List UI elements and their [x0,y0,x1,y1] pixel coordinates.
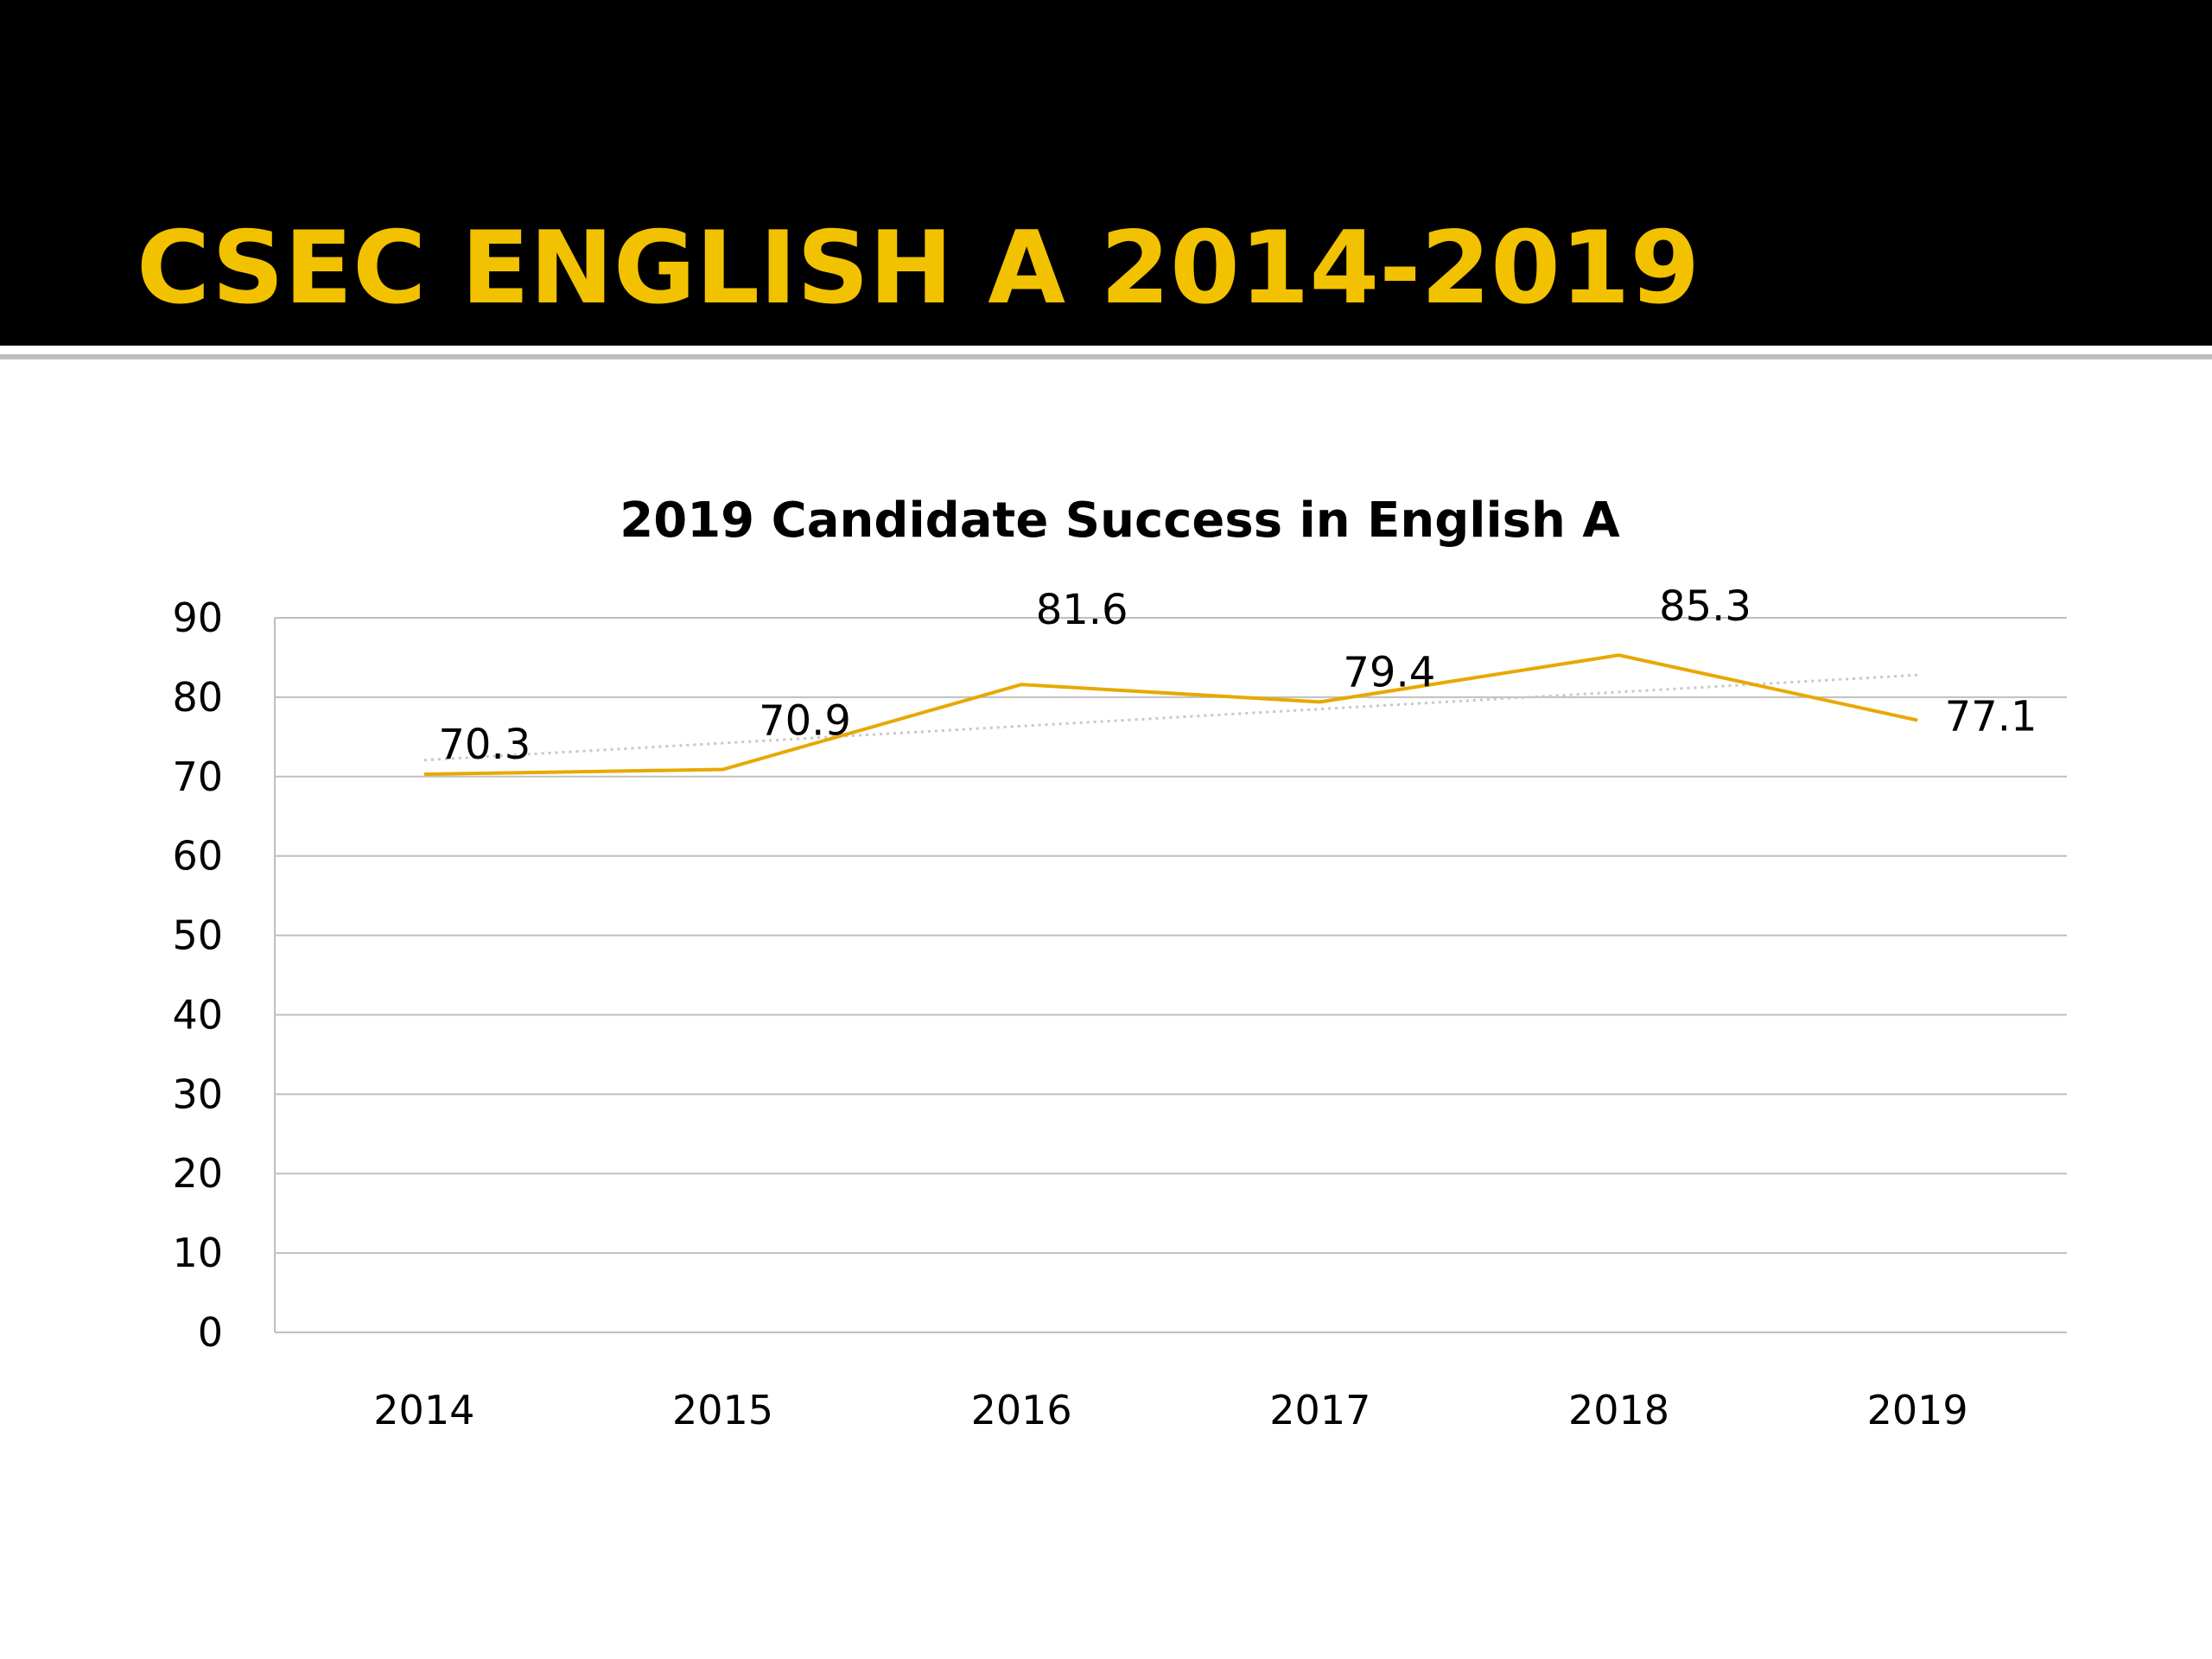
y-tick-label: 10 [172,1230,223,1276]
y-tick-label: 80 [172,674,223,721]
data-label: 70.9 [759,697,851,746]
trendline-path [423,673,1918,762]
chart-title: 2019 Candidate Success in English A [620,493,1620,549]
data-label: 77.1 [1945,693,2037,741]
slide-title: CSEC ENGLISH A 2014-2019 [137,210,1700,327]
y-tick-label: 60 [172,833,223,880]
data-label: 81.6 [1036,586,1128,634]
series-line [423,653,1918,777]
x-tick-label: 2018 [1568,1387,1669,1433]
data-label: 79.4 [1343,648,1435,696]
trendline [423,673,1918,762]
y-tick-label: 40 [172,991,223,1038]
data-label: 70.3 [438,721,531,769]
x-tick-label: 2019 [1867,1387,1968,1433]
x-tick-label: 2014 [373,1387,474,1433]
x-tick-label: 2016 [971,1387,1072,1433]
title-band [0,0,2212,346]
x-tick-label: 2015 [672,1387,773,1433]
title-divider [0,354,2212,359]
data-label: 85.3 [1659,582,1751,631]
axes: 0 10 20 30 40 50 60 70 80 90 2014 2015 2016 2017 2018 2… [172,594,2067,1433]
series [423,653,1918,777]
y-tick-label: 0 [198,1309,223,1356]
data-labels: 70.3 70.9 81.6 79.4 85.3 77.1 [438,582,2037,769]
y-tick-label: 90 [172,594,223,641]
y-tick-label: 50 [172,912,223,959]
y-tick-label: 20 [172,1150,223,1197]
x-tick-label: 2017 [1269,1387,1370,1433]
y-tick-label: 70 [172,753,223,800]
y-tick-label: 30 [172,1071,223,1117]
gridlines [275,617,2067,1255]
